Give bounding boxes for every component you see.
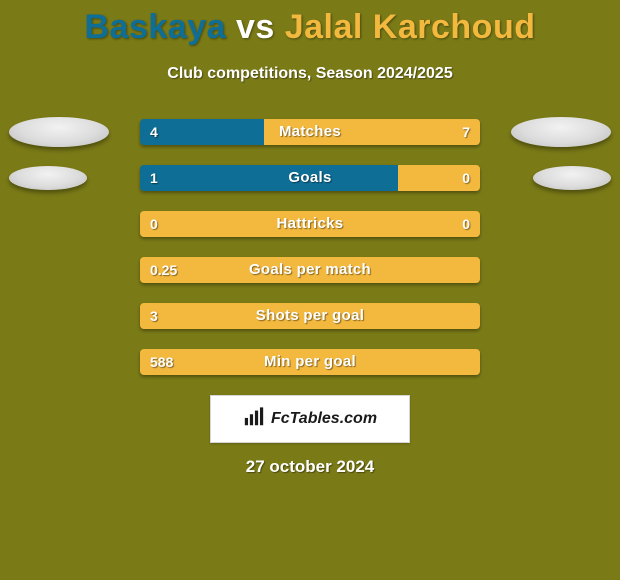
title-player-a: Baskaya bbox=[85, 8, 227, 46]
stat-row: 47Matches bbox=[0, 119, 620, 145]
stat-label: Min per goal bbox=[140, 349, 480, 375]
stat-row: 0.25Goals per match bbox=[0, 257, 620, 283]
stat-row: 3Shots per goal bbox=[0, 303, 620, 329]
page-title: Baskaya vs Jalal Karchoud bbox=[0, 0, 620, 47]
stat-label: Hattricks bbox=[140, 211, 480, 237]
stat-row: 10Goals bbox=[0, 165, 620, 191]
title-vs: vs bbox=[226, 8, 285, 46]
stat-bar: 588Min per goal bbox=[140, 349, 480, 375]
stat-bar: 10Goals bbox=[140, 165, 480, 191]
stat-row: 00Hattricks bbox=[0, 211, 620, 237]
brand-card[interactable]: FcTables.com bbox=[210, 395, 410, 443]
title-player-b: Jalal Karchoud bbox=[285, 8, 536, 46]
stat-bar: 00Hattricks bbox=[140, 211, 480, 237]
comparison-chart: 47Matches 10Goals 00Hattricks 0.25Goals per… bbox=[0, 119, 620, 375]
stat-label: Goals per match bbox=[140, 257, 480, 283]
player-b-marker bbox=[533, 166, 611, 190]
stat-label: Matches bbox=[140, 119, 480, 145]
player-b-marker bbox=[511, 117, 611, 147]
bar-chart-icon bbox=[243, 406, 265, 433]
subtitle: Club competitions, Season 2024/2025 bbox=[0, 65, 620, 83]
stat-label: Shots per goal bbox=[140, 303, 480, 329]
date-label: 27 october 2024 bbox=[0, 457, 620, 477]
brand-text: FcTables.com bbox=[271, 410, 377, 428]
player-a-marker bbox=[9, 166, 87, 190]
player-a-marker bbox=[9, 117, 109, 147]
stat-row: 588Min per goal bbox=[0, 349, 620, 375]
stat-bar: 0.25Goals per match bbox=[140, 257, 480, 283]
stat-label: Goals bbox=[140, 165, 480, 191]
stat-bar: 47Matches bbox=[140, 119, 480, 145]
stat-bar: 3Shots per goal bbox=[140, 303, 480, 329]
